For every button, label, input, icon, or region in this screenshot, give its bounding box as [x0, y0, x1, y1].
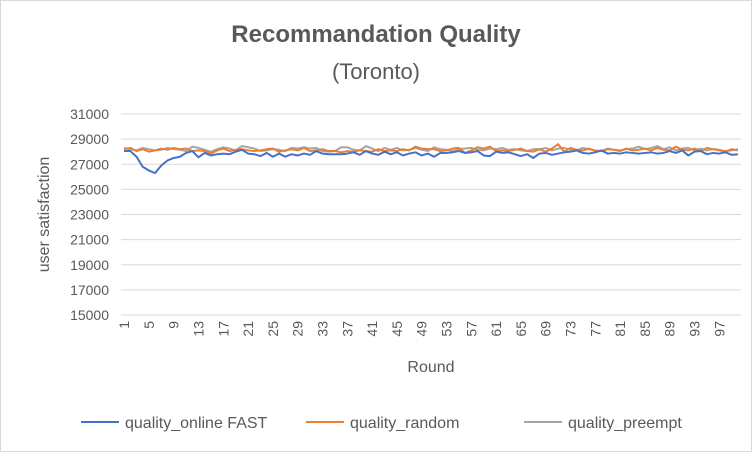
x-tick-label: 57: [463, 321, 479, 337]
x-tick-label: 61: [488, 321, 504, 337]
x-tick-label: 13: [191, 321, 207, 337]
x-tick-label: 69: [538, 321, 554, 337]
y-tick-label: 19000: [70, 257, 109, 273]
x-tick-label: 17: [215, 321, 231, 337]
x-tick-label: 65: [513, 321, 529, 337]
y-tick-label: 15000: [70, 307, 109, 323]
x-tick-label: 37: [339, 321, 355, 337]
y-axis-title: user satisfaction: [36, 157, 53, 273]
x-tick-label: 9: [166, 321, 182, 329]
gridlines: [121, 113, 741, 316]
x-tick-label: 93: [687, 321, 703, 337]
legend-label: quality_preempt: [568, 415, 682, 432]
x-tick-label: 49: [414, 321, 430, 337]
x-tick-label: 1: [116, 321, 132, 329]
x-tick-label: 97: [711, 321, 727, 337]
x-tick-label: 81: [612, 321, 628, 337]
series-line-quality-online-fast: [124, 148, 739, 175]
x-tick-label: 33: [315, 321, 331, 337]
x-axis-ticks: 1 5 9 13 17 21 25 29 33 37 41 45 49 53 57 61 65 69 73 77 81 8…: [116, 321, 727, 337]
x-tick-label: 29: [290, 321, 306, 337]
x-tick-label: 73: [563, 321, 579, 337]
legend-label: quality_random: [350, 415, 459, 432]
x-tick-label: 41: [364, 321, 380, 337]
legend: quality_online FAST quality_random quality…: [81, 415, 682, 432]
x-tick-label: 85: [637, 321, 653, 337]
chart-title: Recommandation Quality: [231, 21, 521, 48]
y-tick-label: 27000: [70, 156, 109, 172]
y-axis-ticks: 15000 17000 19000 21000 23000 25000 27000 29000…: [70, 106, 109, 323]
x-tick-label: 77: [587, 321, 603, 337]
x-axis-title: Round: [407, 359, 454, 376]
chart-subtitle: (Toronto): [331, 59, 421, 84]
y-tick-label: 29000: [70, 131, 109, 147]
x-tick-label: 53: [439, 321, 455, 337]
x-tick-label: 45: [389, 321, 405, 337]
y-tick-label: 31000: [70, 106, 109, 122]
x-tick-label: 25: [265, 321, 281, 337]
x-tick-label: 89: [662, 321, 678, 337]
series-lines: [123, 143, 739, 175]
legend-label: quality_online FAST: [125, 415, 268, 432]
series-line-quality-random: [123, 143, 739, 155]
y-tick-label: 23000: [70, 207, 109, 223]
y-tick-label: 25000: [70, 181, 109, 197]
y-tick-label: 17000: [70, 282, 109, 298]
x-tick-label: 5: [141, 321, 157, 329]
x-tick-label: 21: [240, 321, 256, 337]
y-tick-label: 21000: [70, 232, 109, 248]
